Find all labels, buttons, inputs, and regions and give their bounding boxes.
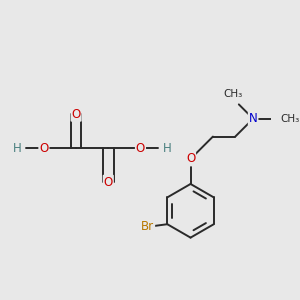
- Text: CH₃: CH₃: [224, 89, 243, 99]
- Text: H: H: [163, 142, 172, 155]
- Text: O: O: [104, 176, 113, 189]
- Text: O: O: [71, 108, 81, 121]
- Text: O: O: [136, 142, 145, 155]
- Text: Br: Br: [141, 220, 154, 232]
- Text: O: O: [39, 142, 49, 155]
- Text: O: O: [186, 152, 195, 165]
- Text: N: N: [249, 112, 257, 125]
- Text: H: H: [13, 142, 22, 155]
- Text: CH₃: CH₃: [280, 114, 299, 124]
